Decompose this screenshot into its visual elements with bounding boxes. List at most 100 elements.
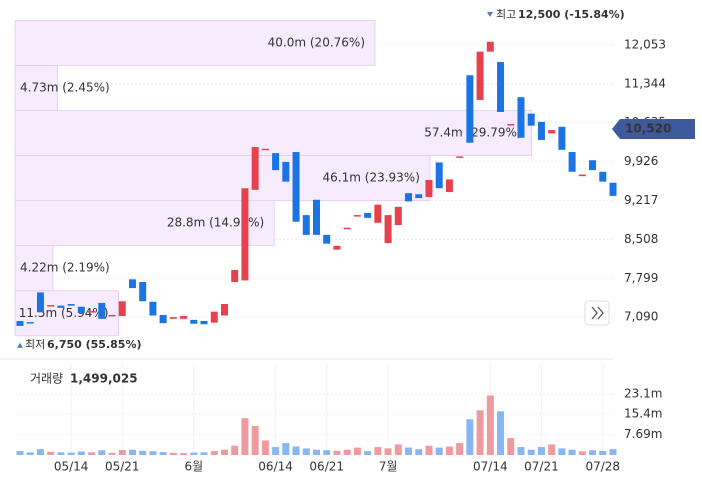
candle-body — [486, 41, 494, 52]
x-tick-label: 7월 — [379, 460, 398, 474]
profile-bar — [14, 245, 54, 292]
volume-bar — [220, 449, 228, 455]
volume-bar — [374, 447, 382, 455]
candle-body — [405, 193, 413, 202]
profile-bar — [14, 155, 431, 202]
volume-bar — [466, 419, 474, 455]
volume-bar — [343, 449, 351, 455]
y-tick-label: 9,217 — [624, 193, 658, 207]
volume-bar — [98, 450, 106, 455]
x-tick-label: 06/21 — [309, 460, 344, 474]
volume-bar — [589, 450, 597, 455]
profile-bar — [14, 19, 376, 66]
volume-bar — [128, 449, 136, 455]
volume-bar — [445, 446, 453, 455]
current-price-tag — [612, 118, 695, 139]
volume-bar — [261, 440, 269, 455]
candle-body — [251, 147, 259, 190]
volume-bar — [364, 451, 372, 455]
candle-body — [159, 314, 167, 324]
current-price-label: 10,520 — [625, 121, 671, 135]
volume-bar — [67, 452, 75, 455]
volume-bar — [251, 425, 259, 455]
candle-body — [333, 245, 341, 250]
profile-bar — [14, 200, 275, 247]
volume-bar — [302, 448, 310, 455]
volume-bar — [497, 411, 505, 455]
volume-bar — [118, 449, 126, 455]
candle-body — [302, 215, 310, 235]
candle-body — [609, 182, 617, 196]
x-tick-label: 07/21 — [524, 460, 559, 474]
candle-body — [200, 320, 208, 325]
volume-bar — [57, 452, 65, 455]
candle-body — [537, 121, 545, 140]
volume-bar — [507, 438, 515, 455]
volume-bar — [47, 451, 55, 455]
low-marker — [17, 342, 23, 348]
volume-bar — [36, 449, 44, 455]
x-tick-label: 06/14 — [258, 460, 293, 474]
y-tick-label: 11,344 — [624, 76, 666, 90]
candle-body — [139, 282, 147, 302]
grid — [15, 44, 613, 455]
volume-bar — [292, 446, 300, 455]
volume-tick-label: 7.69m — [624, 427, 662, 441]
high-text: 최고 — [496, 8, 516, 21]
volume-bar — [384, 448, 392, 455]
scroll-icon — [591, 306, 604, 320]
volume-title: 거래량 — [30, 372, 63, 386]
candle-body — [220, 303, 228, 316]
volume-tick-label: 15.4m — [624, 407, 662, 421]
high-marker — [487, 12, 493, 17]
candle-body — [323, 234, 331, 244]
volume-bar — [486, 395, 494, 455]
candle-body — [568, 152, 576, 172]
candle-body — [343, 227, 351, 230]
profile-label: 4.22m (2.19%) — [20, 261, 110, 275]
y-tick-label: 7,799 — [624, 271, 658, 285]
candle-body — [589, 160, 597, 171]
volume-bar — [139, 450, 147, 455]
candle-body — [272, 153, 280, 171]
candle-body — [548, 130, 556, 134]
volume-bar — [537, 447, 545, 455]
x-tick-label: 6월 — [184, 460, 203, 474]
volume-bar — [169, 452, 177, 455]
x-tick-label: 07/28 — [585, 460, 620, 474]
candle-body — [67, 303, 75, 306]
candle-body — [190, 319, 198, 324]
candle-body — [77, 306, 85, 313]
candle-body — [466, 75, 474, 143]
volume-bar — [77, 451, 85, 455]
volume-bar — [609, 449, 617, 455]
volume-profile: 11.5m (5.94%) 4.22m (2.19%) 28.8m (14.93%)… — [14, 19, 532, 337]
volume-bar — [435, 447, 443, 455]
candle-body — [415, 194, 423, 199]
volume-bar — [599, 451, 607, 455]
candle-body — [394, 206, 402, 225]
volume-bar — [394, 444, 402, 455]
volume-tick-label: 23.1m — [624, 386, 662, 400]
volume-bar — [16, 451, 24, 455]
volume-bar — [568, 449, 576, 455]
y-tick-label: 8,508 — [624, 232, 658, 246]
candle-body — [445, 179, 453, 193]
volume-bar — [88, 452, 96, 455]
candle-body — [169, 317, 177, 319]
candle-body — [364, 212, 372, 218]
high-label: 12,500 (-15.84%) — [518, 8, 625, 21]
candle-body — [507, 124, 515, 126]
candle-body — [578, 174, 586, 177]
profile-label: 40.0m (20.76%) — [268, 35, 365, 49]
volume-bar — [210, 451, 218, 455]
candle-body — [527, 113, 535, 126]
candle-body — [599, 171, 607, 182]
candle-body — [16, 320, 24, 326]
candle-body — [292, 152, 300, 222]
candle-body — [57, 305, 65, 308]
volume-bar — [517, 447, 525, 455]
candle-body — [374, 204, 382, 223]
candle-body — [384, 215, 392, 244]
